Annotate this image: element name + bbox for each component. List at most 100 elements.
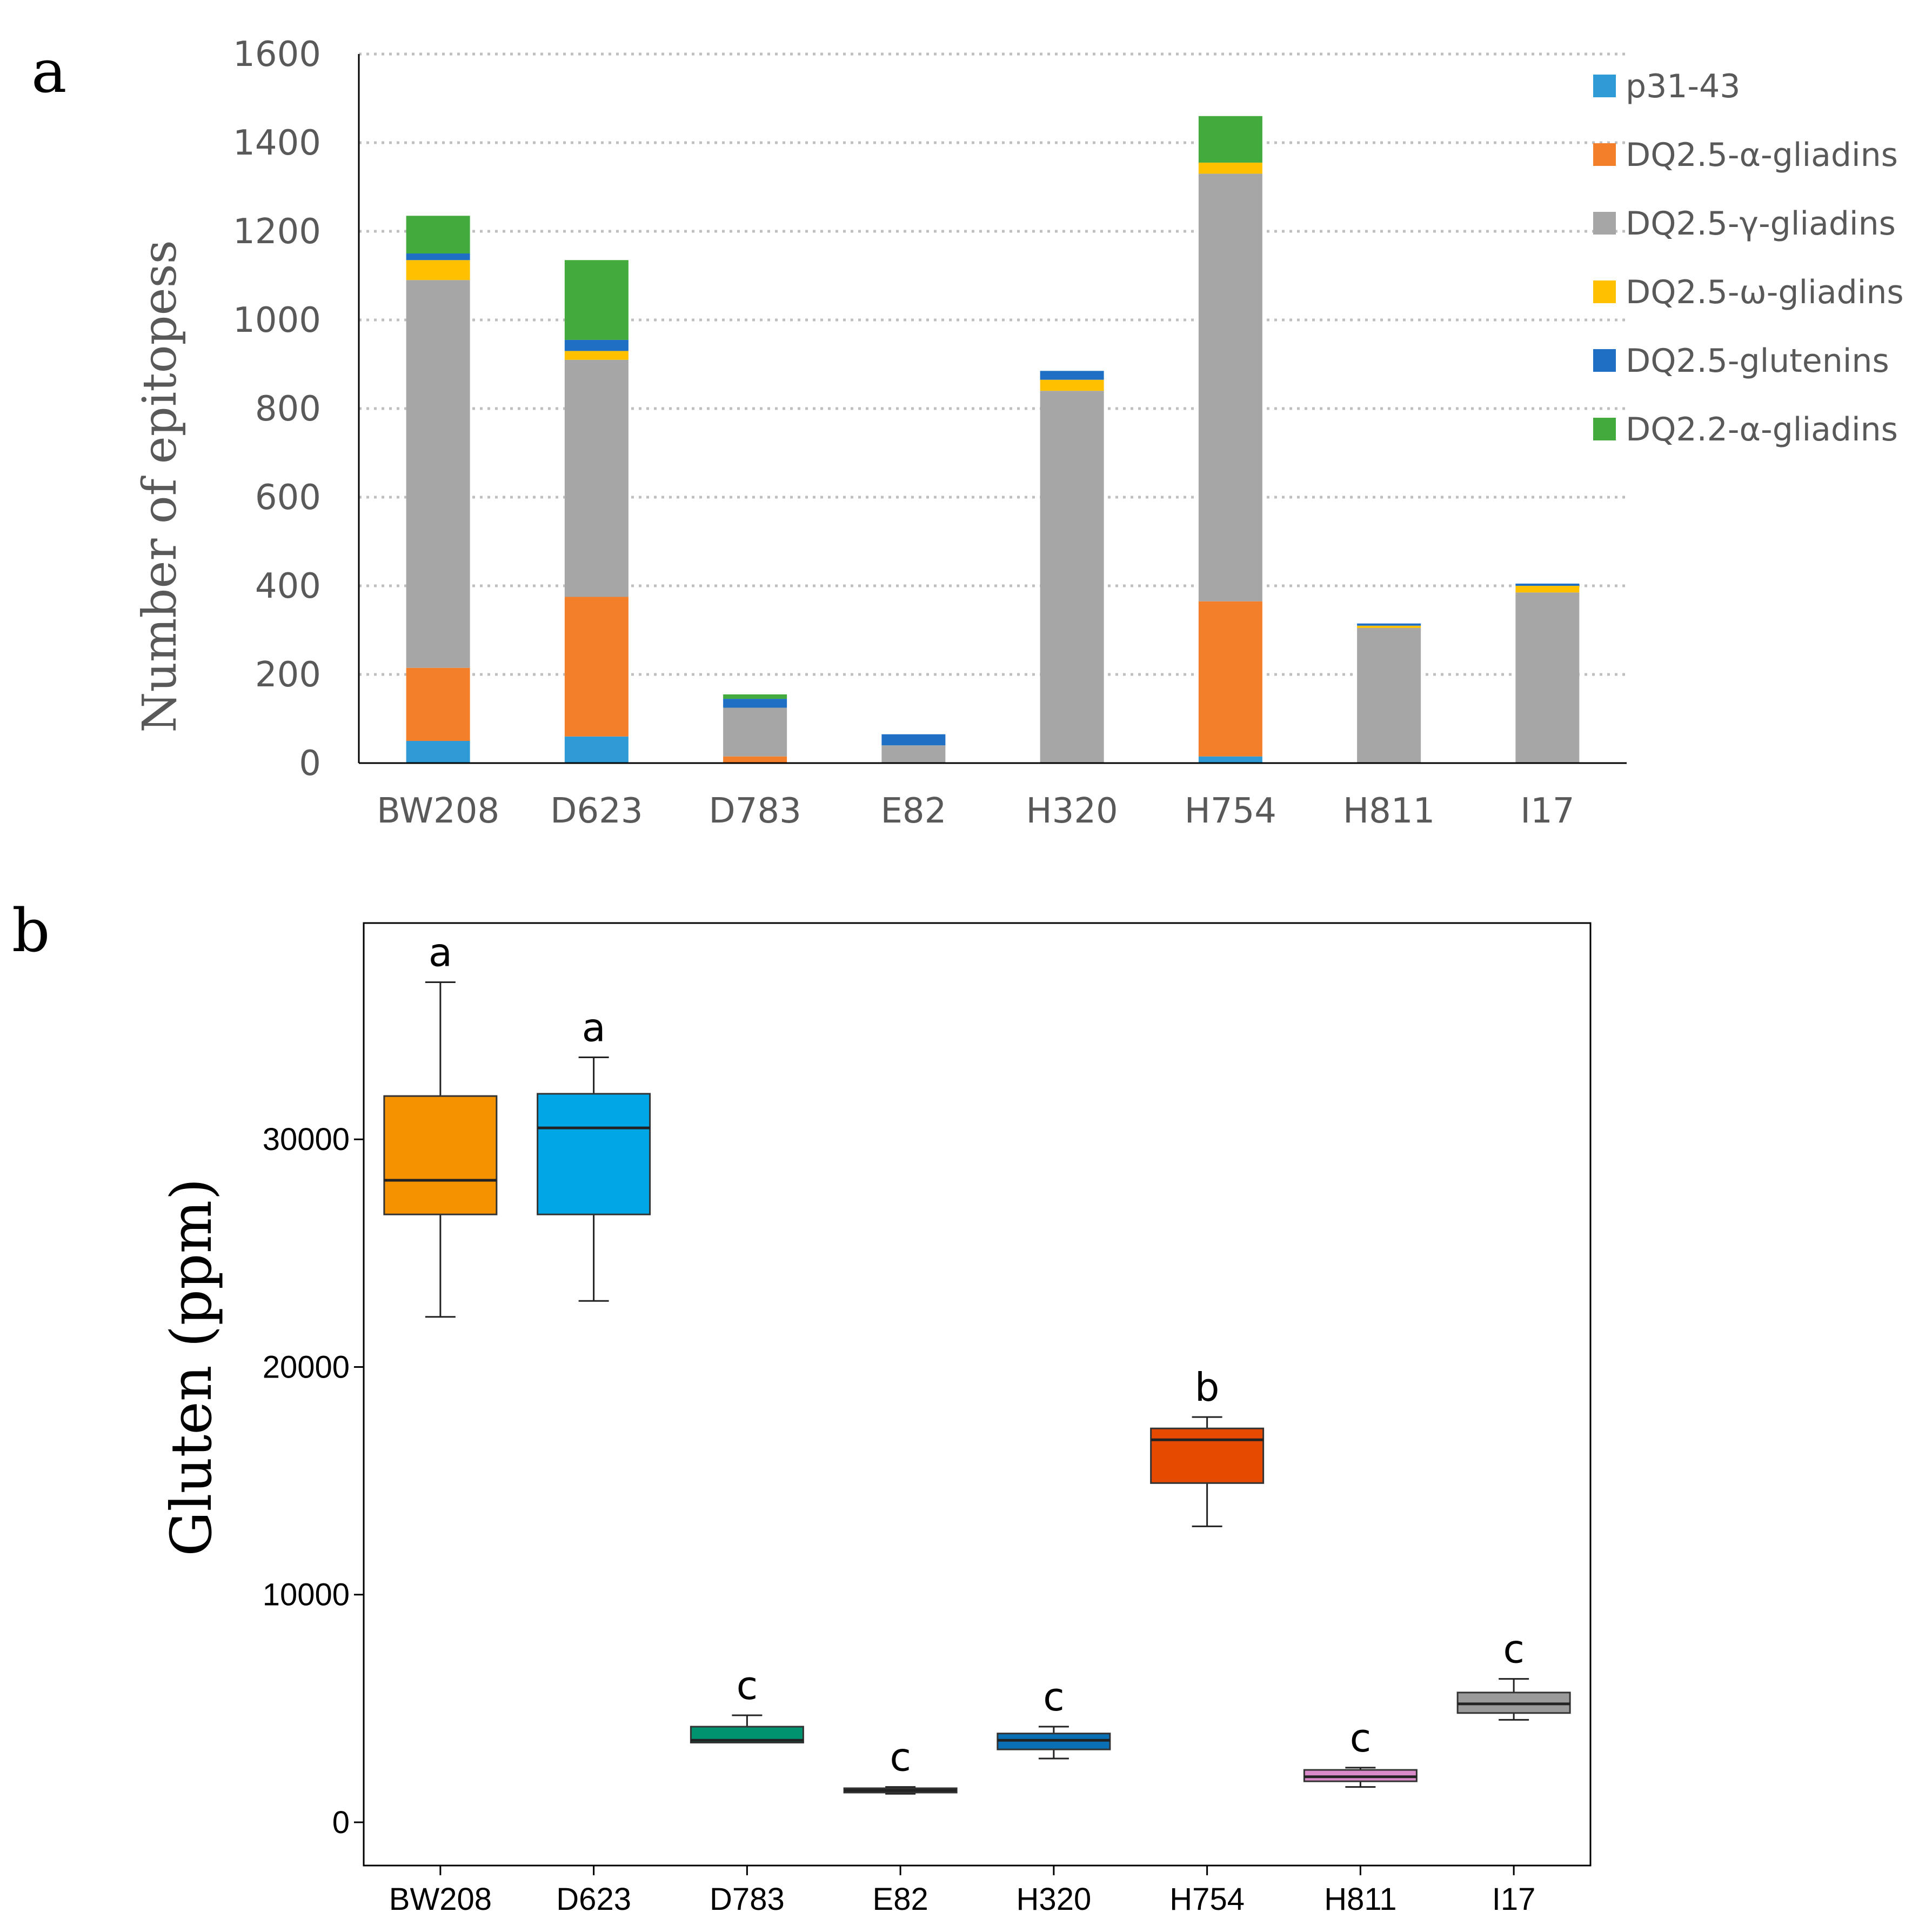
panel-a-y-tick-label: 1600 [233,35,321,75]
panel-b-box [383,1095,498,1215]
panel-a-bar-segment [1198,116,1262,163]
panel-b-y-tick-label: 20000 [263,1349,350,1385]
panel-a-legend-swatch [1593,349,1616,372]
panel-a-bar-segment [1357,623,1421,626]
panel-b-significance-letter: c [1350,1715,1372,1761]
panel-b-plot-frame [363,922,1592,1867]
panel-a-x-tick-label: H320 [1026,791,1118,831]
panel-a-x-tick-label: E82 [880,791,946,831]
panel-b-significance-letter: b [1195,1365,1220,1410]
panel-a-bar-segment [1515,592,1580,763]
panel-a-x-tick-label: H754 [1185,791,1276,831]
panel-a-bar-segment [406,260,470,280]
panel-a-gridlines [359,52,1627,676]
panel-a-bar-segment [1198,162,1262,174]
panel-a-legend-swatch [1593,143,1616,166]
panel-b-y-tick-label: 0 [332,1805,350,1840]
panel-a-bar-segment [564,359,629,597]
panel-b-significance-letter: a [429,930,452,975]
panel-a-bar-segment [1198,756,1262,763]
panel-a-y-tick-label: 0 [299,744,321,784]
panel-a-y-tick-label: 200 [255,655,321,695]
panel-a-legend-label: DQ2.5-γ-gliadins [1626,205,1896,243]
panel-a-bar-segment [1357,625,1421,628]
panel-a-bar-segment [723,707,787,757]
panel-a-bar-segment [406,253,470,260]
panel-a-bar-segment [723,694,787,699]
panel-b-y-tick-label: 10000 [263,1577,350,1613]
panel-a-bar-segment [1357,627,1421,763]
panel-a-legend-label: DQ2.2-α-gliadins [1626,411,1898,449]
panel-a-bar-segment [1515,586,1580,593]
panel-b-x-tick-label: I17 [1492,1882,1536,1917]
panel-a-bar-segment [406,741,470,763]
panel-a-bar-segment [564,351,629,360]
panel-b: b 0 10000 20000 30000 BW208 D623 D783 E82 H320 H… [12,896,1592,1917]
panel-a-x-tick-label: H811 [1343,791,1435,831]
panel-b-x-tick-label: D623 [556,1882,631,1917]
panel-b-x-tick-label: H811 [1324,1882,1396,1917]
panel-b-x-tick-label: D783 [710,1882,785,1917]
panel-a-legend-label: DQ2.5-glutenins [1626,342,1889,380]
panel-a-bar-segment [881,734,946,746]
panel-b-x-ticks: BW208 D623 D783 E82 H320 H754 H811 I17 [389,1866,1536,1917]
panel-a-bars [406,116,1580,763]
panel-a-x-tick-label: D623 [550,791,643,831]
panel-b-x-tick-label: E82 [873,1882,928,1917]
panel-a-legend-swatch [1593,75,1616,97]
panel-a-legend-label: p31-43 [1626,68,1740,105]
panel-b-x-tick-label: BW208 [389,1882,492,1917]
panel-b-significance-letter: c [890,1735,911,1780]
panel-b-box [1150,1427,1265,1484]
panel-a-x-tick-label: I17 [1520,791,1574,831]
panel-a-bar-segment [1198,601,1262,757]
panel-b-significance-letter: c [1043,1674,1065,1720]
panel-a-legend-swatch [1593,418,1616,440]
panel-a-bar-segment [1040,391,1104,763]
panel-a-bar-segment [723,756,787,763]
panel-a-y-tick-label: 1000 [233,300,321,340]
panel-b-y-label: Gluten (ppm) [158,1178,224,1556]
panel-a-bar-segment [1040,379,1104,391]
panel-a-y-ticks: 0 200 400 600 800 1000 1200 1400 1600 [233,35,321,784]
panel-a-legend-label: DQ2.5-α-gliadins [1626,136,1898,174]
panel-a-x-tick-label: BW208 [377,791,499,831]
panel-a-bar-segment [564,597,629,737]
panel-b-box [537,1093,651,1215]
panel-a-bar-segment [564,260,629,340]
panel-b-x-tick-label: H320 [1017,1882,1092,1917]
panel-b-significance-letter: c [737,1663,758,1708]
panel-a-y-tick-label: 400 [255,566,321,606]
panel-b-x-tick-label: H754 [1169,1882,1245,1917]
panel-a-y-tick-label: 1400 [233,123,321,163]
panel-a-y-label: Number of epitopess [133,240,187,733]
panel-a-legend: p31-43 DQ2.5-α-gliadins DQ2.5-γ-gliadins DQ… [1593,68,1904,449]
panel-a-bar-segment [1198,173,1262,601]
panel-a-bar-segment [1040,371,1104,380]
panel-b-significance-letter: a [582,1005,606,1051]
panel-a-bar-segment [406,216,470,253]
panel-a-bar-segment [406,667,470,741]
panel-a-bar-segment [564,736,629,763]
panel-a-bar-segment [1515,583,1580,586]
panel-a-y-tick-label: 800 [255,389,321,429]
panel-b-significance-letter: c [1503,1627,1525,1672]
panel-a-x-tick-label: D783 [708,791,801,831]
panel-b-y-tick-label: 30000 [263,1122,350,1157]
panel-a-letter: a [31,37,67,106]
panel-a-y-tick-label: 600 [255,478,321,518]
panel-a-bar-segment [564,339,629,351]
panel-a-bar-segment [406,280,470,668]
panel-a-bar-segment [723,699,787,708]
panel-a-x-ticks: BW208 D623 D783 E82 H320 H754 H811 I17 [377,791,1574,831]
panel-a-legend-swatch [1593,280,1616,303]
panel-a-legend-swatch [1593,212,1616,235]
panel-a-legend-label: DQ2.5-ω-gliadins [1626,273,1904,311]
panel-a-y-tick-label: 1200 [233,212,321,252]
panel-b-letter: b [12,896,50,965]
panel-b-y-ticks: 0 10000 20000 30000 [263,1122,364,1840]
panel-b-boxes: a a c c c b c c [383,930,1571,1795]
panel-a: a 0 200 400 600 800 1000 1200 1400 1600 BW208 D62… [31,35,1904,831]
panel-a-bar-segment [881,745,946,763]
